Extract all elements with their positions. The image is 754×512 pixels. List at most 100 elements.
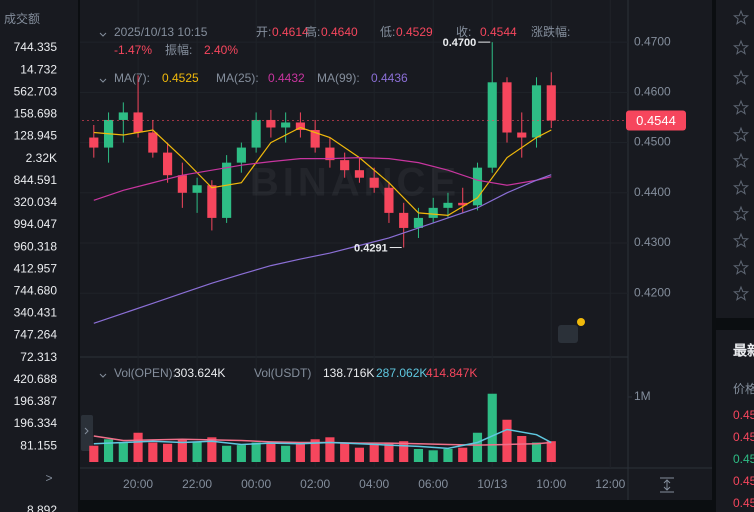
- candle-body: [531, 85, 542, 138]
- indicator-badge[interactable]: [558, 318, 585, 343]
- favorite-star[interactable]: [732, 39, 750, 55]
- candle-body: [192, 185, 202, 193]
- x-tick-label: 04:00: [359, 477, 389, 491]
- volume-bar: [163, 443, 173, 462]
- turnover-value[interactable]: 158.698: [14, 107, 58, 121]
- trade-price: 0.45: [733, 430, 754, 444]
- candle-body: [443, 202, 453, 208]
- favorite-star[interactable]: [732, 259, 750, 275]
- ma-line: [93, 126, 552, 216]
- candle-body: [517, 132, 527, 138]
- turnover-value[interactable]: 562.703: [14, 84, 58, 98]
- turnover-value[interactable]: 2.32K: [26, 151, 57, 165]
- vol-legend-value: 138.716K: [323, 366, 374, 380]
- x-tick-label: 06:00: [418, 477, 448, 491]
- volume-bar: [295, 442, 305, 462]
- turnover-value[interactable]: 844.591: [14, 173, 58, 187]
- favorite-star[interactable]: [732, 69, 750, 85]
- turnover-value[interactable]: 420.688: [14, 372, 58, 386]
- candle-body: [310, 130, 320, 148]
- left-sidebar-toggle[interactable]: [81, 415, 93, 451]
- toggle-bg[interactable]: [81, 415, 93, 451]
- legend-label: 低:: [380, 25, 395, 39]
- volume-bar: [236, 445, 246, 462]
- ma-legend-label: MA(7):: [114, 71, 150, 85]
- favorite-star[interactable]: [732, 126, 750, 142]
- favorite-star[interactable]: [732, 285, 750, 301]
- trades-column: 价格: [733, 381, 754, 396]
- annotation-label: 0.4291: [354, 242, 388, 254]
- volume-bar: [177, 439, 187, 462]
- turnover-value[interactable]: 72.313: [20, 350, 57, 364]
- badge-bg[interactable]: [558, 325, 578, 343]
- turnover-value[interactable]: 196.387: [14, 394, 58, 408]
- vol-legend-label: Vol(OPEN):: [114, 366, 176, 380]
- favorite-star[interactable]: [732, 232, 750, 248]
- favorite-star[interactable]: [732, 9, 750, 25]
- volume-bar: [443, 448, 453, 462]
- candle-body: [413, 217, 424, 228]
- y-tick-label: 0.4600: [634, 85, 671, 99]
- left-panel: [0, 0, 78, 512]
- y-tick-label: 1M: [634, 389, 651, 403]
- volume-bar: [207, 437, 217, 462]
- volume-bar: [369, 443, 379, 462]
- volume-bar: [458, 447, 468, 462]
- toggle-icon[interactable]: [84, 427, 89, 435]
- ma-legend-value: 0.4436: [371, 71, 408, 85]
- ma-legend-value: 0.4525: [162, 71, 199, 85]
- candle-body: [472, 167, 483, 206]
- annotation-label: 0.4700: [443, 37, 477, 49]
- turnover-value[interactable]: 14.732: [20, 62, 57, 76]
- candle-body: [295, 122, 305, 131]
- collapse-icons[interactable]: [99, 32, 107, 378]
- scale-button[interactable]: [660, 477, 674, 493]
- volume-bar: [148, 442, 158, 462]
- volume-bar: [340, 442, 350, 462]
- favorite-star[interactable]: [732, 179, 750, 195]
- legend-value: 2.40%: [204, 43, 238, 57]
- favorite-star[interactable]: [732, 99, 750, 115]
- turnover-value[interactable]: 340.431: [14, 306, 58, 320]
- candle-body: [325, 147, 335, 161]
- volume-bar: [310, 439, 320, 462]
- y-tick-label: 0.4400: [634, 185, 671, 199]
- turnover-value[interactable]: 412.957: [14, 261, 58, 275]
- volume-bar: [502, 419, 512, 462]
- y-tick-label: 0.4700: [634, 34, 671, 48]
- volume-bar: [487, 393, 497, 462]
- more-arrow[interactable]: >: [45, 471, 52, 485]
- ma-line: [93, 157, 552, 201]
- volume-bar: [399, 441, 409, 462]
- last-price-label: 0.4544: [636, 113, 676, 128]
- candle-body: [251, 119, 261, 148]
- legend-value: 0.4544: [480, 25, 517, 39]
- column-header: 成交额: [4, 11, 40, 26]
- badge-dot[interactable]: [577, 318, 585, 326]
- ma-legend-value: 0.4432: [268, 71, 305, 85]
- x-tick-label: 20:00: [123, 477, 153, 491]
- candle-body: [546, 85, 556, 121]
- turnover-value[interactable]: 320.034: [14, 195, 58, 209]
- turnover-value[interactable]: 960.318: [14, 239, 58, 253]
- scale-icon[interactable]: [660, 477, 674, 493]
- volume-bar: [546, 441, 556, 462]
- volume-bar: [89, 445, 99, 462]
- candle-body: [222, 162, 232, 218]
- y-tick-label: 0.4500: [634, 135, 671, 149]
- turnover-value[interactable]: 744.335: [14, 40, 58, 54]
- favorite-star[interactable]: [732, 205, 750, 221]
- turnover-value[interactable]: 128.945: [14, 129, 58, 143]
- volume-bar: [118, 442, 128, 462]
- legend-label: 收:: [456, 25, 471, 39]
- favorite-star[interactable]: [732, 152, 750, 168]
- volume-bar: [251, 442, 261, 462]
- turnover-value[interactable]: 744.680: [14, 283, 58, 297]
- turnover-value[interactable]: 994.047: [14, 217, 58, 231]
- turnover-value[interactable]: 81.155: [20, 438, 57, 452]
- turnover-value[interactable]: 196.334: [14, 416, 58, 430]
- candle-body: [207, 185, 217, 218]
- turnover-value[interactable]: 747.264: [14, 328, 58, 342]
- legend-value: 0.4614: [272, 25, 309, 39]
